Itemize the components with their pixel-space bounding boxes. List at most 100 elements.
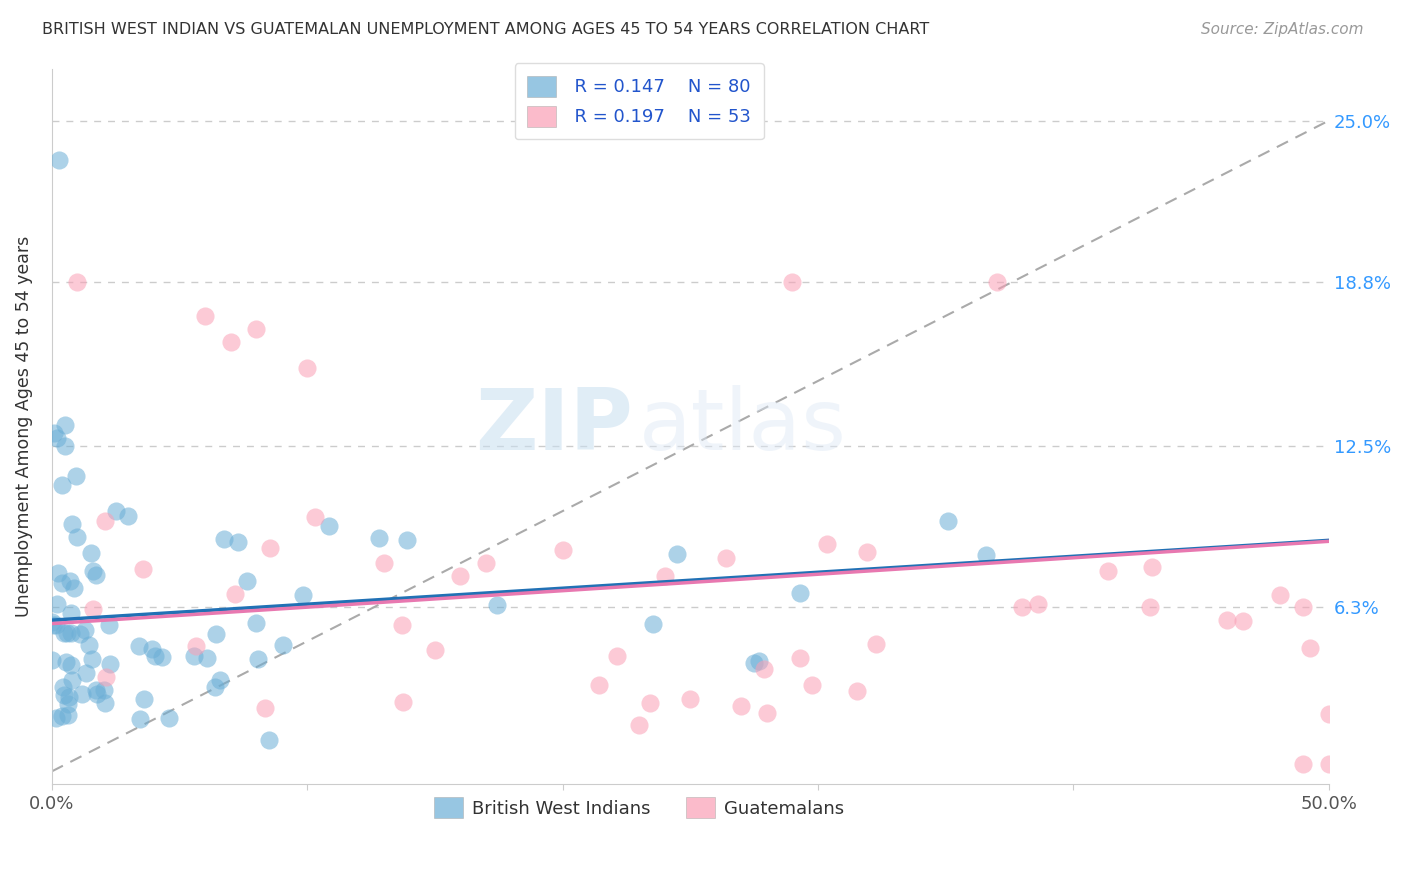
Point [93, 682, 115, 697]
Point [1232, 614, 1254, 628]
Point [208, 673, 231, 687]
Point [856, 545, 879, 559]
Point [986, 275, 1008, 289]
Point [588, 678, 610, 692]
Point [815, 537, 838, 551]
Point [82, 602, 104, 616]
Point [194, 309, 217, 323]
Point [423, 643, 446, 657]
Y-axis label: Unemployment Among Ages 45 to 54 years: Unemployment Among Ages 45 to 54 years [15, 235, 32, 617]
Point [157, 711, 180, 725]
Point [52, 625, 75, 640]
Point [59, 606, 82, 620]
Point [730, 699, 752, 714]
Point [184, 639, 207, 653]
Point [45, 711, 67, 725]
Point [974, 549, 997, 563]
Point [183, 649, 205, 664]
Point [800, 678, 823, 692]
Point [86, 688, 108, 702]
Point [53, 418, 76, 433]
Point [86, 568, 108, 582]
Point [132, 691, 155, 706]
Text: ZIP: ZIP [475, 385, 633, 468]
Point [789, 651, 811, 665]
Point [1317, 707, 1340, 722]
Point [141, 641, 163, 656]
Point [1317, 756, 1340, 771]
Point [42, 617, 65, 632]
Point [638, 696, 661, 710]
Point [224, 587, 246, 601]
Point [1140, 560, 1163, 574]
Point [606, 648, 628, 663]
Point [104, 504, 127, 518]
Point [754, 662, 776, 676]
Point [77, 638, 100, 652]
Point [46, 597, 69, 611]
Point [58, 708, 80, 723]
Point [1097, 565, 1119, 579]
Point [204, 627, 226, 641]
Point [75, 624, 97, 638]
Point [51, 575, 73, 590]
Point [195, 651, 218, 665]
Point [94, 514, 117, 528]
Point [295, 360, 318, 375]
Point [845, 684, 868, 698]
Point [391, 618, 413, 632]
Point [59, 657, 82, 672]
Point [865, 637, 887, 651]
Point [41, 615, 63, 629]
Point [1026, 597, 1049, 611]
Point [755, 706, 778, 720]
Text: BRITISH WEST INDIAN VS GUATEMALAN UNEMPLOYMENT AMONG AGES 45 TO 54 YEARS CORRELA: BRITISH WEST INDIAN VS GUATEMALAN UNEMPL… [42, 22, 929, 37]
Point [485, 598, 508, 612]
Point [60, 517, 83, 532]
Point [66, 530, 89, 544]
Point [70, 687, 93, 701]
Point [56, 626, 79, 640]
Point [58, 690, 80, 704]
Point [84, 683, 107, 698]
Point [742, 656, 765, 670]
Point [128, 639, 150, 653]
Point [117, 509, 139, 524]
Point [132, 562, 155, 576]
Point [82, 652, 104, 666]
Point [66, 275, 89, 289]
Point [449, 569, 471, 583]
Legend: British West Indians, Guatemalans: British West Indians, Guatemalans [427, 790, 852, 825]
Point [936, 515, 959, 529]
Point [666, 547, 689, 561]
Point [129, 712, 152, 726]
Point [226, 534, 249, 549]
Point [304, 510, 326, 524]
Point [219, 334, 242, 349]
Point [1268, 588, 1291, 602]
Point [52, 680, 75, 694]
Point [56, 697, 79, 711]
Point [392, 695, 415, 709]
Point [44, 425, 66, 440]
Point [257, 733, 280, 747]
Point [236, 574, 259, 589]
Point [714, 551, 737, 566]
Point [204, 680, 226, 694]
Point [98, 618, 121, 632]
Point [654, 569, 676, 583]
Point [45, 617, 67, 632]
Point [1139, 600, 1161, 615]
Point [475, 556, 498, 570]
Point [748, 655, 770, 669]
Point [96, 670, 118, 684]
Point [94, 696, 117, 710]
Point [318, 519, 340, 533]
Point [150, 649, 173, 664]
Point [1292, 756, 1315, 771]
Point [271, 638, 294, 652]
Point [51, 709, 73, 723]
Point [1292, 600, 1315, 615]
Point [63, 582, 86, 596]
Point [292, 588, 315, 602]
